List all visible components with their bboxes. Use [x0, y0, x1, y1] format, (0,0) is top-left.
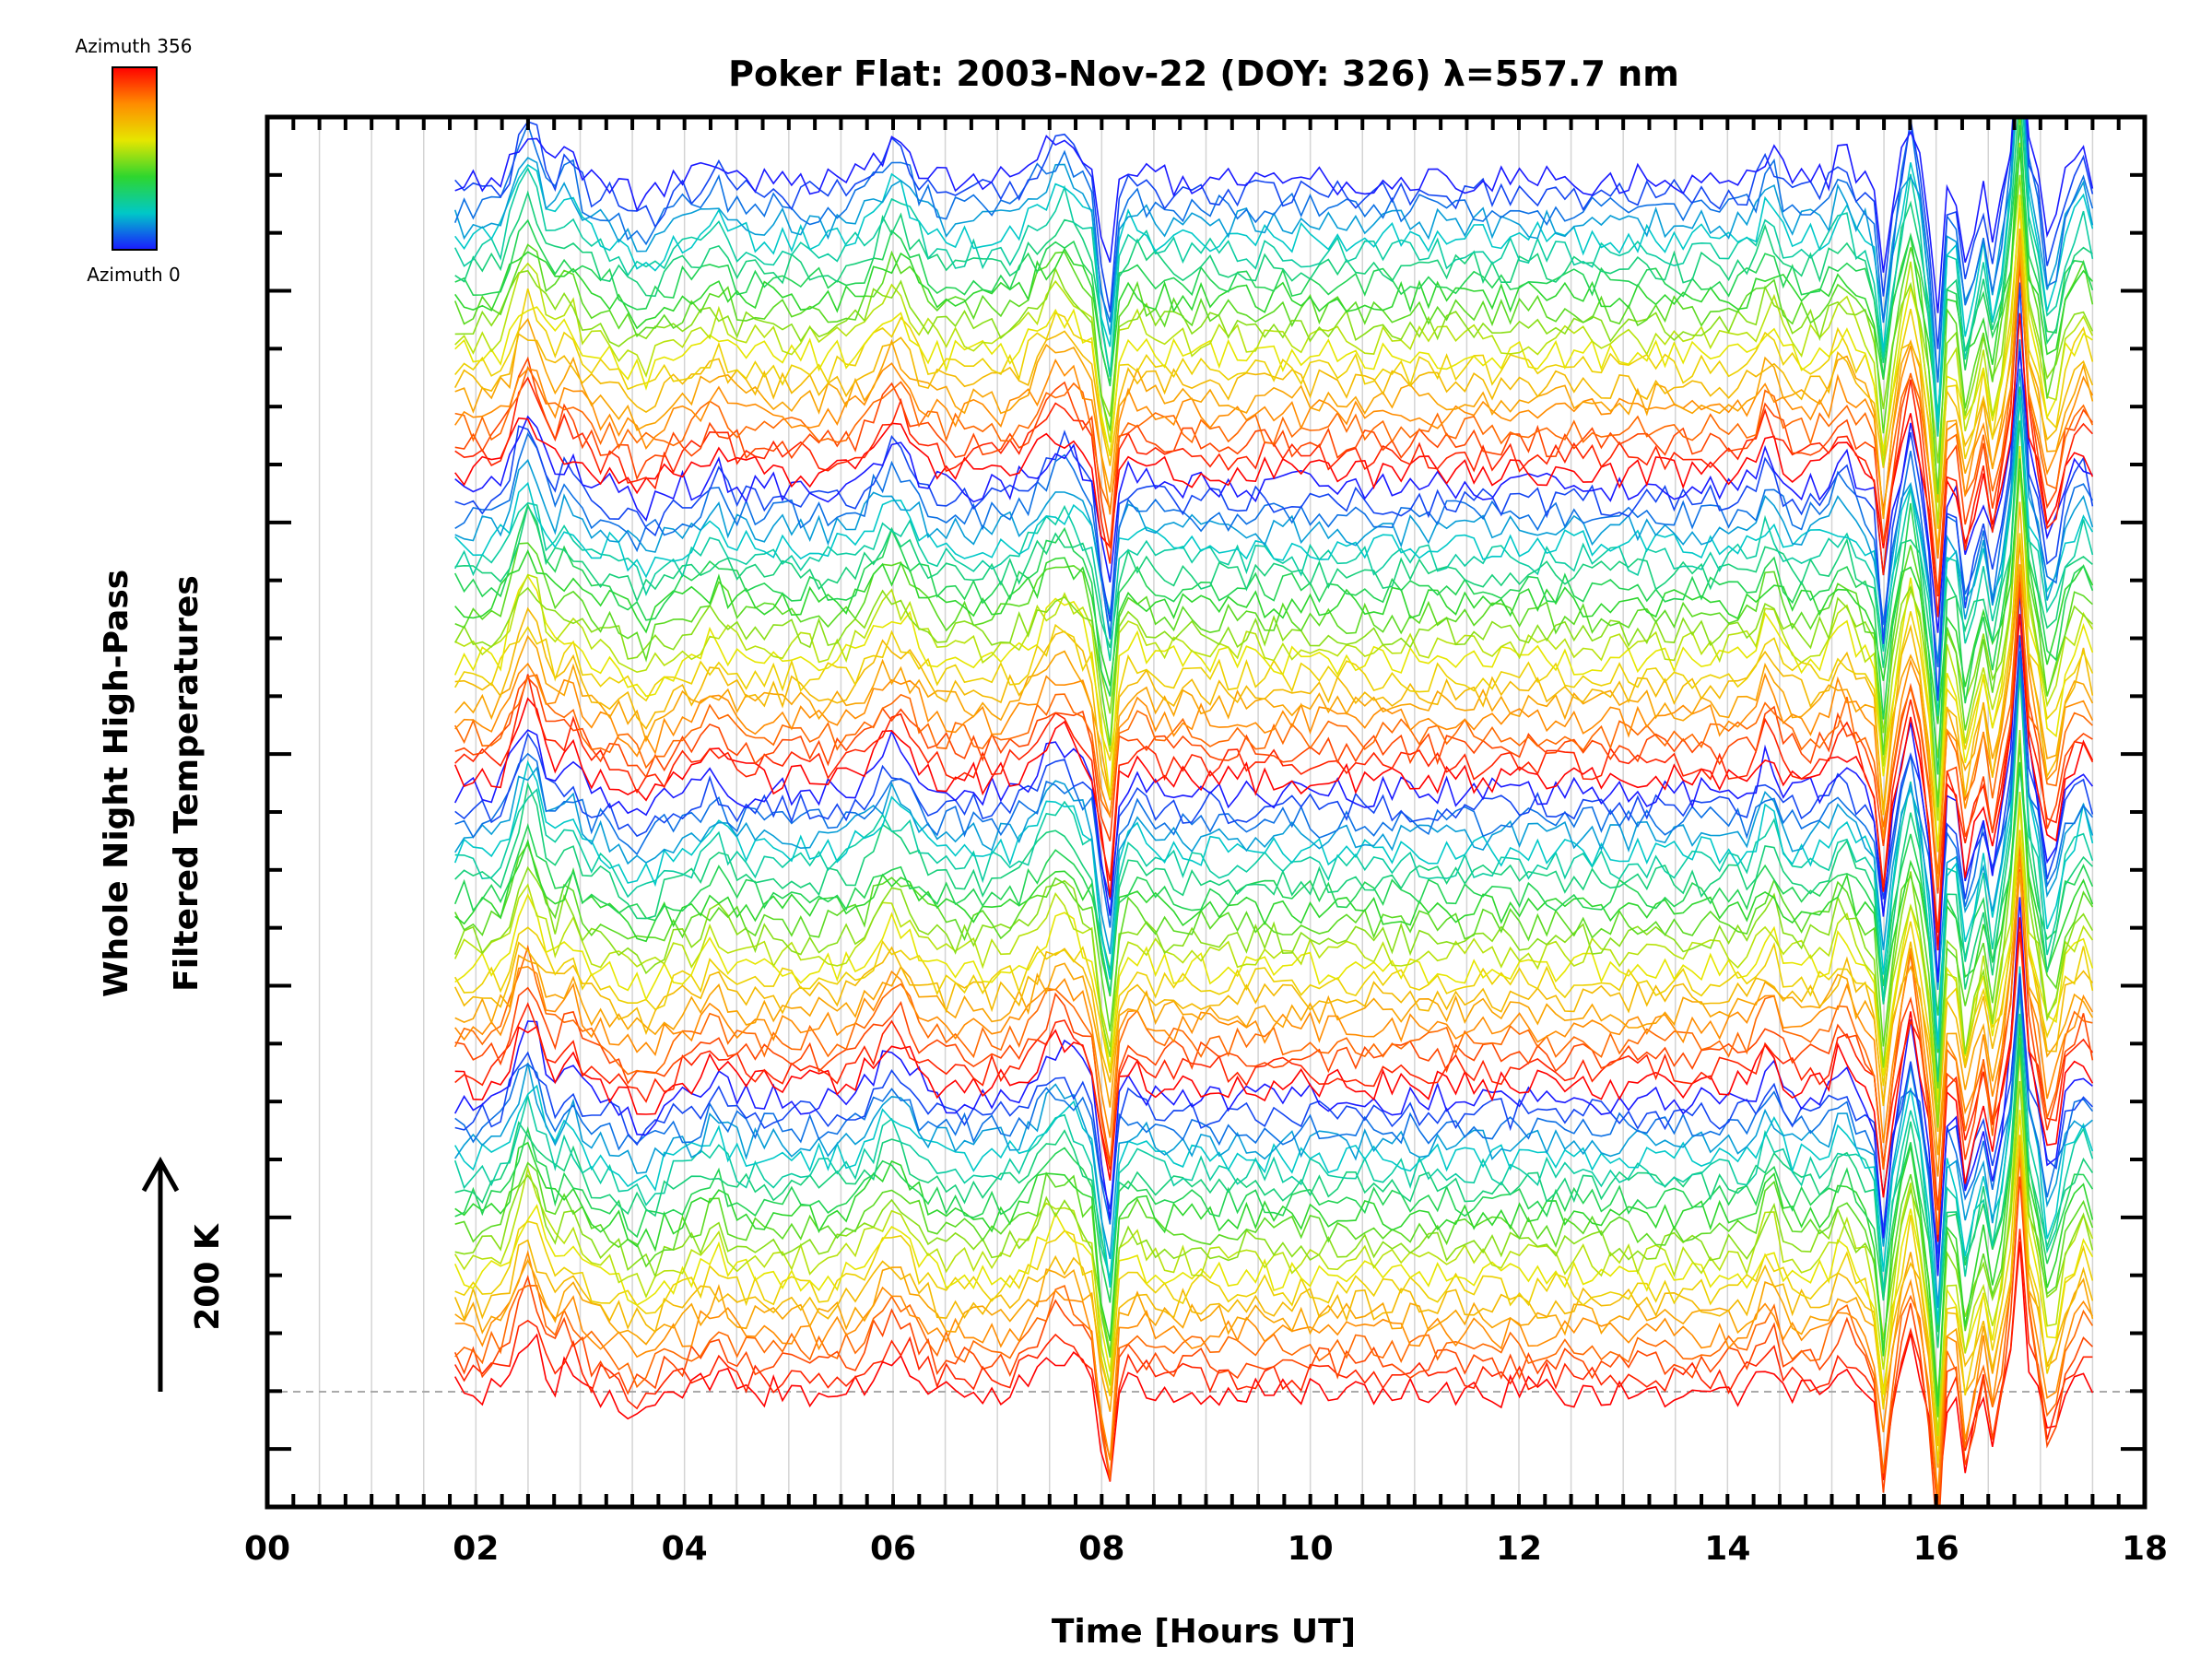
scale-label: 200 K [189, 1223, 227, 1331]
series-line [453, 767, 2094, 1016]
series-line [454, 458, 2094, 724]
x-tick-label: 04 [662, 1530, 708, 1568]
x-tick-label: 08 [1078, 1530, 1124, 1568]
series-line [454, 124, 2094, 418]
x-tick-label: 06 [870, 1530, 916, 1568]
series-line [454, 394, 2094, 663]
series-line [454, 917, 2094, 1242]
series-line [454, 651, 2094, 947]
series-line [453, 445, 2094, 852]
series-line [453, 614, 2094, 951]
plot-frame [265, 114, 2147, 1510]
series-line [454, 451, 2094, 821]
series-line [454, 541, 2094, 888]
series-line [453, 791, 2094, 1116]
series-line [453, 240, 2094, 503]
series-line [454, 635, 2094, 951]
series-line [454, 1111, 2094, 1464]
colorbar: Azimuth 356 Azimuth 0 [76, 35, 193, 286]
x-tick-labels: 00 02 04 06 08 10 12 14 16 18 [244, 1530, 2168, 1568]
series-line [454, 369, 2094, 667]
chart-title: Poker Flat: 2003-Nov-22 (DOY: 326) λ=557… [728, 53, 1679, 94]
series-line [453, 590, 2094, 982]
series-line [454, 228, 2094, 549]
series-line [454, 1022, 2094, 1407]
x-tick-label: 16 [1913, 1530, 1959, 1568]
series-line [454, 339, 2094, 667]
y-axis-title-line2: Filtered Temperatures [168, 575, 206, 992]
series-line [454, 1037, 2094, 1418]
series-line [454, 1154, 2094, 1507]
series-line [454, 982, 2094, 1264]
series-line [454, 966, 2094, 1323]
x-axis-title: Time [Hours UT] [1052, 1613, 1356, 1651]
series-line [454, 761, 2094, 1053]
scale-arrow [141, 1156, 180, 1392]
series-line [454, 282, 2094, 701]
series-line [454, 585, 2093, 894]
x-tick-label: 14 [1704, 1530, 1750, 1568]
series-line [454, 117, 2094, 313]
series-line [453, 117, 2094, 495]
series-line [454, 973, 2093, 1309]
series-line [454, 1081, 2094, 1398]
series-line [454, 673, 2093, 1082]
series-line [454, 659, 2094, 1050]
series-line [453, 386, 2094, 775]
series-line [454, 931, 2094, 1209]
series-line [454, 393, 2093, 808]
series-line [454, 1013, 2094, 1348]
series-line [454, 1136, 2094, 1468]
y-axis-title-line1: Whole Night High-Pass [98, 570, 135, 997]
series-line [454, 257, 2094, 559]
series-line [454, 802, 2094, 1100]
series-line [453, 992, 2094, 1325]
x-tick-label: 12 [1496, 1530, 1542, 1568]
series-line [453, 729, 2094, 1128]
series-line [453, 830, 2094, 1132]
series-line [454, 117, 2094, 349]
series-line [454, 470, 2093, 759]
colorbar-gradient [112, 66, 158, 251]
x-tick-label: 10 [1288, 1530, 1334, 1568]
x-tick-label: 18 [2122, 1530, 2168, 1568]
series-line [453, 1110, 2094, 1435]
colorbar-bottom-label: Azimuth 0 [87, 264, 181, 286]
series-line [454, 973, 2093, 1254]
series-line [454, 312, 2094, 597]
series-line [454, 174, 2094, 464]
series-line [454, 868, 2094, 1211]
series-line [454, 581, 2094, 934]
series-line [454, 835, 2094, 1103]
colorbar-top-label: Azimuth 356 [76, 35, 193, 57]
series-line [453, 1241, 2094, 1503]
x-tick-label: 02 [453, 1530, 499, 1568]
series-line [453, 842, 2093, 1235]
series-line [454, 250, 2094, 557]
series-line [454, 501, 2094, 853]
scale-arrow-head [141, 1156, 180, 1193]
series-group [453, 117, 2094, 1507]
series-line [454, 564, 2094, 851]
series-line [453, 897, 2093, 1277]
series-line [454, 194, 2093, 488]
series-line [453, 1176, 2093, 1507]
series-line [454, 871, 2094, 1156]
x-tick-label: 00 [244, 1530, 290, 1568]
series-line [454, 1144, 2094, 1497]
series-line [453, 117, 2094, 383]
series-line [454, 117, 2094, 423]
series-line [454, 264, 2094, 595]
series-line [454, 117, 2093, 436]
series-line [454, 207, 2094, 529]
series-line [454, 855, 2094, 1177]
series-line [453, 569, 2093, 875]
series-line [453, 742, 2094, 1089]
series-line [453, 1135, 2094, 1446]
series-line [453, 652, 2094, 1045]
